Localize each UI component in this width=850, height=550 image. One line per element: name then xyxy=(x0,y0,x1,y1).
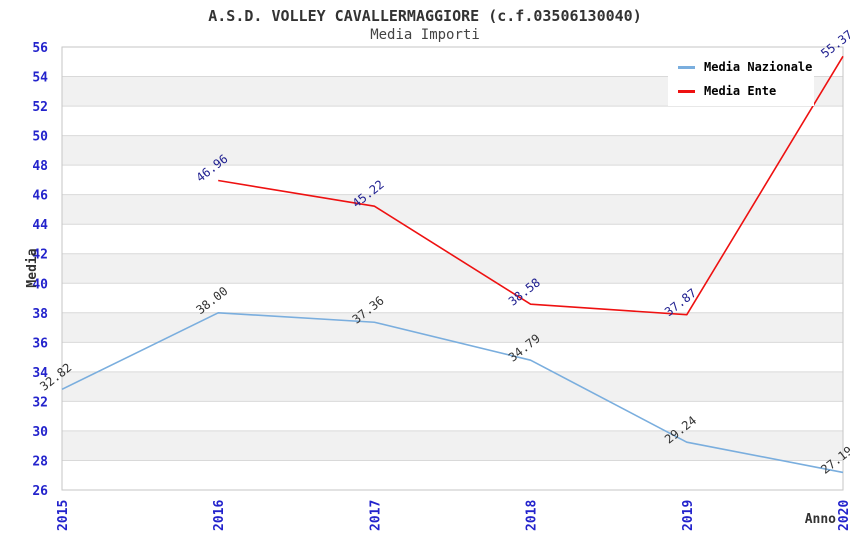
y-tick-label: 52 xyxy=(32,100,48,115)
legend-marker-nazionale-icon xyxy=(678,65,695,69)
y-tick-label: 40 xyxy=(32,277,48,292)
legend-label: Media Ente xyxy=(704,84,777,98)
y-tick-label: 44 xyxy=(32,218,48,233)
grid-band xyxy=(62,312,843,343)
legend-marker-ente-icon xyxy=(678,89,695,93)
y-tick-label: 42 xyxy=(32,248,48,263)
y-axis-title: Media xyxy=(25,248,40,287)
x-axis-title: Anno xyxy=(805,512,836,527)
x-tick-label: 2017 xyxy=(368,500,383,531)
chart-header: A.S.D. VOLLEY CAVALLERMAGGIORE (c.f.0350… xyxy=(0,6,850,45)
y-tick-label: 48 xyxy=(32,159,48,174)
grid-band xyxy=(62,253,843,284)
series-line-media-nazionale xyxy=(61,311,844,474)
chart-subtitle: Media Importi xyxy=(370,27,480,44)
y-tick-label: 50 xyxy=(32,130,48,145)
grid-band xyxy=(62,194,843,225)
y-tick-label: 46 xyxy=(32,189,48,204)
chart-title: A.S.D. VOLLEY CAVALLERMAGGIORE (c.f.0350… xyxy=(208,7,642,25)
x-tick-label: 2020 xyxy=(837,500,850,531)
grid-band xyxy=(62,135,843,166)
legend-label: Media Nazionale xyxy=(704,60,813,74)
x-tick-label: 2019 xyxy=(681,500,696,531)
x-tick-label: 2016 xyxy=(212,500,227,531)
legend: Media Nazionale Media Ente xyxy=(668,52,814,106)
y-tick-label: 36 xyxy=(32,336,48,351)
y-tick-label: 26 xyxy=(32,484,48,499)
legend-item-media-ente: Media Ente xyxy=(668,82,814,100)
grid-band xyxy=(62,430,843,461)
y-tick-label: 30 xyxy=(32,425,48,440)
y-tick-label: 54 xyxy=(32,71,48,86)
y-tick-label: 28 xyxy=(32,454,48,469)
x-tick-label: 2015 xyxy=(56,500,71,531)
series-line-media-ente xyxy=(218,55,844,316)
x-tick-label: 2018 xyxy=(525,500,540,531)
y-tick-label: 32 xyxy=(32,395,48,410)
legend-item-media-nazionale: Media Nazionale xyxy=(668,58,814,76)
grid-band xyxy=(62,371,843,402)
y-tick-label: 56 xyxy=(32,41,48,56)
y-tick-label: 38 xyxy=(32,307,48,322)
y-tick-label: 34 xyxy=(32,366,48,381)
plot-border xyxy=(61,46,844,491)
